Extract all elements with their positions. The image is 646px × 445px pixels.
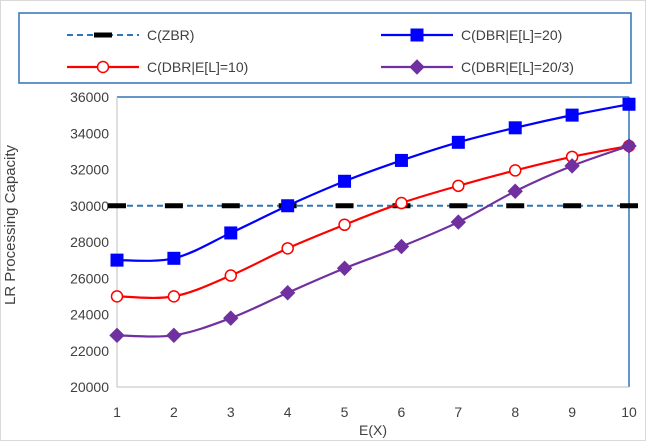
data-point xyxy=(450,214,467,230)
data-point xyxy=(393,238,410,255)
data-point xyxy=(164,203,183,209)
plot-area xyxy=(116,96,630,388)
data-point xyxy=(622,97,636,111)
y-tick-label: 28000 xyxy=(70,234,109,250)
series-line xyxy=(116,144,630,300)
data-point xyxy=(166,327,182,344)
data-point xyxy=(452,179,465,193)
legend-item-1: C(DBR|E[L]=20) xyxy=(381,27,562,43)
data-point xyxy=(224,269,238,282)
y-tick-label: 36000 xyxy=(70,89,109,105)
data-point xyxy=(394,153,408,167)
x-axis-label: E(X) xyxy=(359,422,387,438)
data-point xyxy=(451,135,465,149)
legend-item-3: C(DBR|E[L]=20/3) xyxy=(381,59,574,75)
legend-swatch-marker xyxy=(94,32,112,38)
legend-label: C(DBR|E[L]=10) xyxy=(147,59,248,75)
series-3 xyxy=(109,138,637,344)
x-tick-label: 10 xyxy=(621,404,637,420)
y-tick-label: 22000 xyxy=(70,343,109,359)
data-point xyxy=(281,242,294,255)
legend-label: C(ZBR) xyxy=(147,27,194,43)
legend-swatch-marker xyxy=(96,60,110,74)
data-point xyxy=(563,203,582,209)
y-tick-label: 26000 xyxy=(70,270,109,286)
data-point xyxy=(621,138,637,154)
data-point xyxy=(281,199,295,213)
legend-swatch-marker xyxy=(409,59,425,75)
data-point xyxy=(109,327,125,344)
data-point xyxy=(167,251,181,265)
x-tick-label: 7 xyxy=(454,404,462,420)
data-point xyxy=(564,158,580,174)
x-tick-label: 6 xyxy=(398,404,406,420)
y-tick-label: 32000 xyxy=(70,162,109,178)
x-tick-label: 9 xyxy=(568,404,576,420)
data-point xyxy=(508,164,522,177)
series-1 xyxy=(110,97,636,267)
series-line xyxy=(116,103,630,262)
series-layer xyxy=(108,97,638,344)
data-point xyxy=(395,196,408,210)
x-tick-label: 4 xyxy=(284,404,292,420)
legend-item-2: C(DBR|E[L]=10) xyxy=(67,59,248,75)
y-axis-label: LR Processing Capacity xyxy=(2,144,19,305)
axes: 20000 22000 24000 26000 28000 30000 32000 34000… xyxy=(70,89,637,420)
data-point xyxy=(110,290,124,303)
y-tick-label: 24000 xyxy=(70,307,109,323)
y-tick-label: 30000 xyxy=(70,198,109,214)
legend: C(ZBR) C(DBR|E[L]=20) C(DBR|E[L]=10) C(DBR|… xyxy=(18,12,632,84)
data-point xyxy=(565,108,579,122)
series-0 xyxy=(108,203,638,209)
x-tick-label: 2 xyxy=(170,404,178,420)
data-point xyxy=(508,121,522,135)
data-point xyxy=(279,285,296,301)
data-point xyxy=(449,203,468,209)
series-2 xyxy=(110,139,636,303)
data-point xyxy=(108,203,126,209)
data-point xyxy=(223,310,239,326)
data-point xyxy=(338,174,352,188)
x-tick-label: 5 xyxy=(341,404,349,420)
data-point xyxy=(110,253,124,267)
data-point xyxy=(221,203,240,209)
legend-box xyxy=(18,12,632,84)
legend-label: C(DBR|E[L]=20/3) xyxy=(461,59,574,75)
x-tick-label: 1 xyxy=(113,404,121,420)
data-point xyxy=(335,203,354,209)
y-tick-label: 34000 xyxy=(70,125,109,141)
y-tick-label: 20000 xyxy=(70,379,109,395)
data-point xyxy=(620,203,638,209)
x-tick-label: 3 xyxy=(227,404,235,420)
legend-label: C(DBR|E[L]=20) xyxy=(461,27,562,43)
data-point xyxy=(506,203,525,209)
data-point xyxy=(224,226,238,240)
x-tick-label: 8 xyxy=(511,404,519,420)
series-line xyxy=(116,144,630,338)
legend-item-0: C(ZBR) xyxy=(67,27,194,43)
data-point xyxy=(336,260,353,276)
data-point xyxy=(338,218,351,232)
data-point xyxy=(507,183,523,199)
legend-swatch-marker xyxy=(410,28,424,42)
data-point xyxy=(167,290,181,303)
